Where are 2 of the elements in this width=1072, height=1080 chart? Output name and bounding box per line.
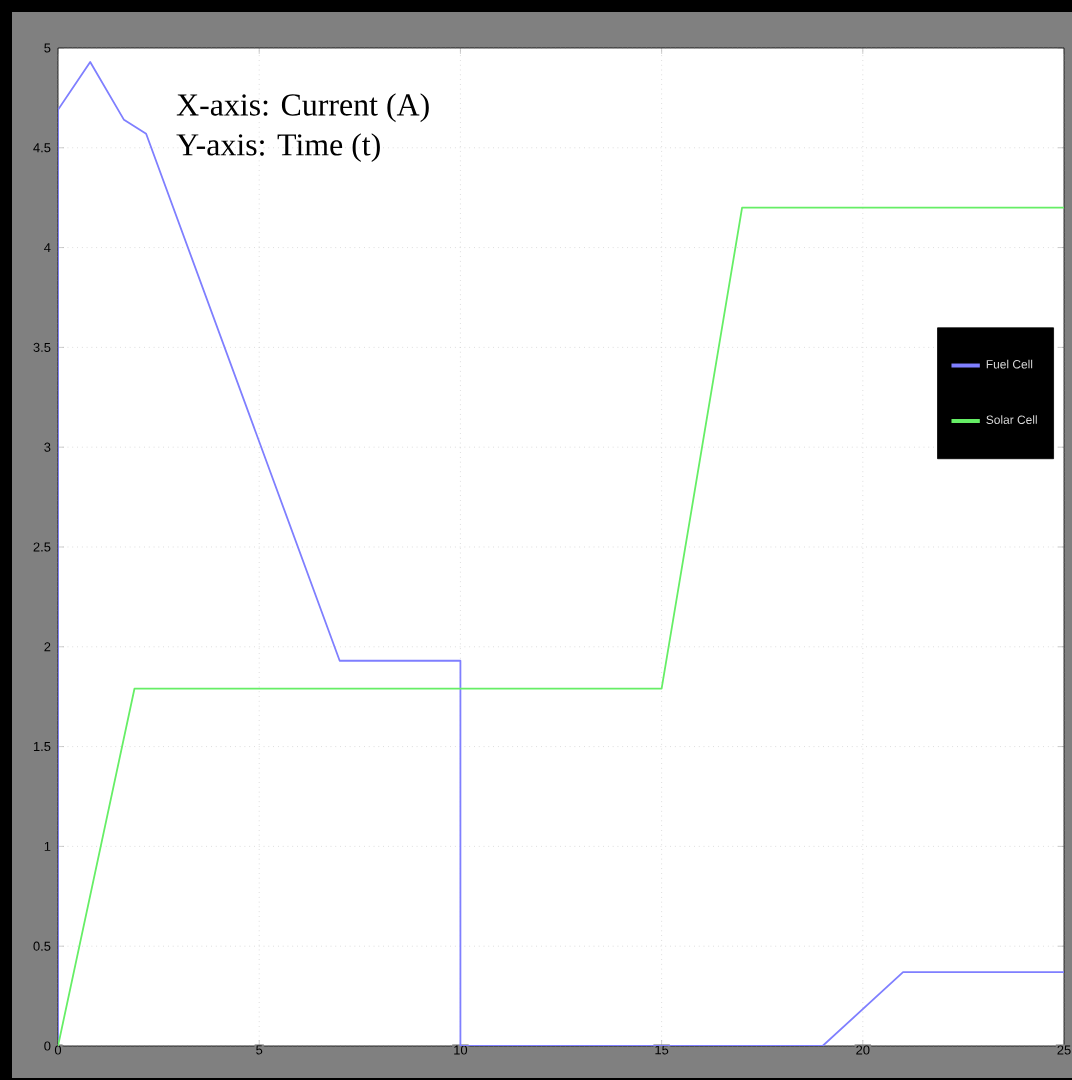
annotation: Y-axis: Time (t) (176, 133, 380, 163)
annotation: X-axis: Current (A) (176, 93, 429, 123)
